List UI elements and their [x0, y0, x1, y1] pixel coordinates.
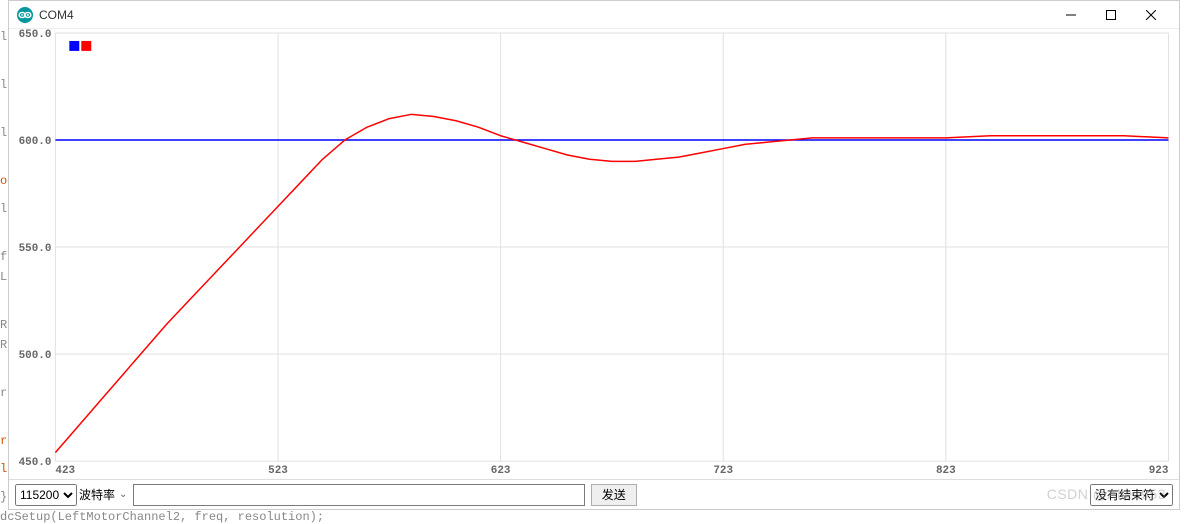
baud-dropdown-icon[interactable]: ⌄: [119, 489, 127, 500]
send-button[interactable]: 发送: [591, 484, 637, 506]
arduino-icon: [17, 7, 33, 23]
svg-text:723: 723: [713, 465, 733, 477]
svg-text:550.0: 550.0: [19, 243, 52, 255]
minimize-button[interactable]: [1051, 3, 1091, 27]
plot-area: 423 523 623 723 823 923 450.0 500.0 550.0 600.0 65…: [9, 29, 1179, 479]
send-input[interactable]: [133, 484, 584, 506]
svg-text:450.0: 450.0: [19, 457, 52, 469]
serial-plotter-window: COM4 423 523 623 723 823 923 450.0 500.0 550.0 60…: [8, 0, 1180, 510]
editor-gutter-ghost: ll l o l f L R R r r l }: [0, 30, 8, 490]
window-title: COM4: [39, 8, 1051, 22]
close-button[interactable]: [1131, 3, 1171, 27]
baud-label: 波特率: [79, 486, 115, 503]
svg-text:650.0: 650.0: [19, 29, 52, 41]
svg-text:423: 423: [55, 465, 75, 477]
svg-text:523: 523: [268, 465, 288, 477]
svg-text:823: 823: [936, 465, 956, 477]
svg-text:923: 923: [1149, 465, 1169, 477]
bottom-toolbar: 115200 波特率 ⌄ 发送 没有结束符: [9, 479, 1179, 509]
titlebar: COM4: [9, 1, 1179, 29]
svg-text:600.0: 600.0: [19, 136, 52, 148]
line-ending-select[interactable]: 没有结束符: [1090, 484, 1173, 506]
baud-select[interactable]: 115200: [15, 484, 77, 506]
svg-text:623: 623: [491, 465, 511, 477]
maximize-button[interactable]: [1091, 3, 1131, 27]
plot-svg: 423 523 623 723 823 923 450.0 500.0 550.0 600.0 65…: [9, 29, 1179, 479]
svg-text:500.0: 500.0: [19, 350, 52, 362]
